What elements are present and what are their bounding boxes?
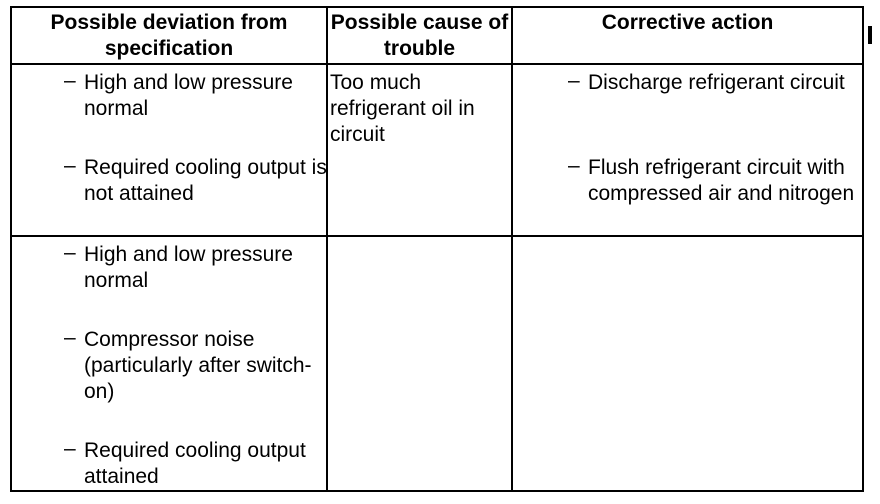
column-header: Corrective action: [601, 11, 774, 34]
border: [10, 63, 864, 65]
dash: –: [64, 437, 76, 460]
border: [862, 6, 864, 492]
dash: –: [64, 326, 76, 349]
list-item: Flush refrigerant circuit with compresse…: [588, 156, 855, 205]
border: [511, 6, 513, 492]
border: [326, 6, 328, 492]
dash: –: [64, 69, 76, 92]
border: [10, 6, 12, 492]
column-header: Possible cause of trouble: [330, 11, 509, 60]
dash: –: [568, 154, 580, 177]
list-item: Compressor noise (particularly after swi…: [84, 328, 312, 403]
column-header: Possible deviation from specification: [50, 11, 288, 60]
dash: –: [64, 154, 76, 177]
dash: –: [64, 241, 76, 264]
dash: –: [568, 69, 580, 92]
edge-mark: [868, 26, 872, 44]
list-item: Required cooling output attained: [84, 439, 306, 488]
list-item: Discharge refrigerant circuit: [588, 71, 845, 94]
list-item: High and low pressure normal: [84, 243, 293, 292]
border: [10, 235, 864, 237]
border: [10, 490, 864, 492]
list-item: High and low pressure normal: [84, 71, 293, 120]
cell-text: Too much refrigerant oil in circuit: [330, 71, 475, 146]
border: [10, 6, 864, 8]
list-item: Required cooling output is not attained: [84, 156, 327, 205]
